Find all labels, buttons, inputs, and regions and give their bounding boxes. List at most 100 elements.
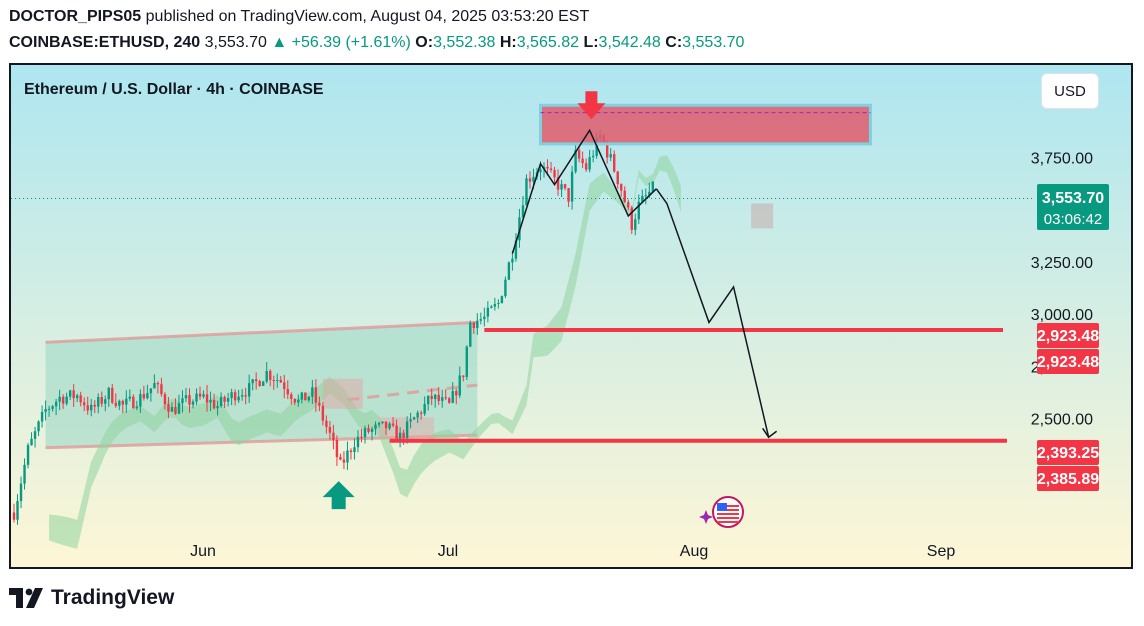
candle-body bbox=[335, 440, 339, 457]
channel-mid-line bbox=[347, 383, 478, 402]
candle-body bbox=[455, 391, 458, 396]
flag-canton bbox=[717, 503, 727, 511]
flag-stripe bbox=[717, 509, 739, 511]
candle-body bbox=[574, 150, 577, 172]
candle-body bbox=[61, 396, 65, 404]
price-change: +56.39 (+1.61%) bbox=[291, 34, 411, 51]
candle-body bbox=[16, 501, 19, 520]
candle-body bbox=[479, 319, 483, 321]
open-value: 3,552.38 bbox=[433, 34, 496, 51]
chart-svg[interactable]: JunJulAugSep3,750.003,250.003,000.002,75… bbox=[11, 65, 1131, 567]
candle-body bbox=[12, 512, 16, 520]
candle-body bbox=[216, 405, 219, 409]
candle-body bbox=[637, 201, 640, 220]
candle-body bbox=[434, 394, 437, 399]
candle-body bbox=[563, 184, 567, 189]
candle-body bbox=[160, 384, 163, 395]
candle-body bbox=[381, 421, 384, 423]
candle-body bbox=[641, 195, 644, 202]
candle-body bbox=[139, 394, 142, 407]
candle-body bbox=[51, 406, 54, 409]
candle-body bbox=[181, 398, 184, 404]
candle-body bbox=[500, 296, 504, 303]
candle-body bbox=[339, 456, 342, 460]
candle-body bbox=[237, 396, 240, 401]
candle-body bbox=[107, 387, 110, 400]
chart-area[interactable]: JunJulAugSep3,750.003,250.003,000.002,75… bbox=[9, 63, 1133, 569]
level-badge-value: 2,385.89 bbox=[1037, 471, 1099, 488]
candle-body bbox=[521, 205, 525, 218]
flag-stripe bbox=[717, 513, 739, 515]
candle-body bbox=[405, 421, 409, 439]
author-name[interactable]: DOCTOR_PIPS05 bbox=[9, 8, 142, 25]
cloud-bear-patch bbox=[751, 203, 774, 229]
candle-body bbox=[486, 307, 490, 317]
candle-body bbox=[609, 154, 612, 158]
currency-button[interactable]: USD bbox=[1041, 73, 1099, 109]
channel-upper-line bbox=[45, 320, 478, 344]
close-label: C: bbox=[665, 34, 683, 51]
candle-body bbox=[26, 445, 30, 465]
candle-body bbox=[325, 420, 328, 427]
candle-body bbox=[353, 447, 356, 452]
candle-body bbox=[300, 392, 304, 400]
sparkle-icon bbox=[699, 510, 713, 524]
candle-body bbox=[100, 397, 103, 404]
candle-body bbox=[146, 393, 149, 399]
candle-body bbox=[444, 397, 447, 399]
candle-body bbox=[356, 436, 360, 448]
level-badge bbox=[1037, 440, 1099, 465]
y-tick-label: 3,000.00 bbox=[1031, 307, 1093, 324]
candle-body bbox=[504, 279, 507, 297]
candle-body bbox=[118, 400, 121, 406]
trend-drawing bbox=[511, 128, 657, 254]
level-badge bbox=[1037, 349, 1099, 374]
candle-body bbox=[342, 459, 346, 463]
last-price: 3,553.70 bbox=[204, 34, 267, 51]
candle-body bbox=[581, 158, 584, 164]
candle-body bbox=[616, 171, 619, 185]
candle-body bbox=[549, 168, 553, 170]
candle-body bbox=[262, 381, 265, 386]
up-triangle-icon: ▲ bbox=[271, 34, 288, 51]
candle-body bbox=[174, 406, 177, 414]
candle-body bbox=[409, 419, 412, 422]
candle-body bbox=[97, 397, 100, 407]
symbol-label: COINBASE:ETHUSD, 240 bbox=[9, 34, 201, 51]
tradingview-logo[interactable]: TradingView bbox=[9, 586, 174, 610]
candle-body bbox=[128, 396, 132, 399]
candle-body bbox=[247, 383, 251, 397]
candle-body bbox=[402, 432, 405, 439]
y-tick-label: 3,250.00 bbox=[1031, 255, 1093, 272]
candle-body bbox=[276, 379, 279, 381]
candle-body bbox=[293, 398, 296, 403]
candle-body bbox=[230, 392, 233, 399]
y-tick-label: 3,750.00 bbox=[1031, 150, 1093, 167]
candle-body bbox=[191, 401, 195, 405]
candle-body bbox=[423, 404, 426, 414]
candle-body bbox=[114, 402, 117, 406]
tradingview-icon bbox=[9, 588, 43, 608]
flag-stripe bbox=[717, 505, 739, 507]
low-label: L: bbox=[583, 34, 599, 51]
candle-body bbox=[149, 388, 153, 394]
candle-body bbox=[205, 394, 209, 403]
open-label: O: bbox=[415, 34, 434, 51]
candle-body bbox=[297, 399, 300, 403]
candle-body bbox=[391, 423, 395, 426]
candle-body bbox=[623, 190, 626, 203]
candle-body bbox=[321, 405, 325, 421]
candle-body bbox=[560, 184, 563, 190]
candle-body bbox=[497, 302, 500, 304]
candle-body bbox=[68, 390, 72, 397]
candle-body bbox=[363, 428, 367, 438]
candle-body bbox=[86, 405, 89, 411]
candle-body bbox=[584, 163, 588, 170]
candle-body bbox=[314, 387, 318, 403]
candle-body bbox=[588, 157, 591, 170]
candle-body bbox=[23, 464, 26, 484]
candle-body bbox=[472, 322, 476, 329]
candle-body bbox=[648, 191, 651, 196]
candle-body bbox=[90, 404, 93, 411]
candle-body bbox=[426, 395, 430, 405]
